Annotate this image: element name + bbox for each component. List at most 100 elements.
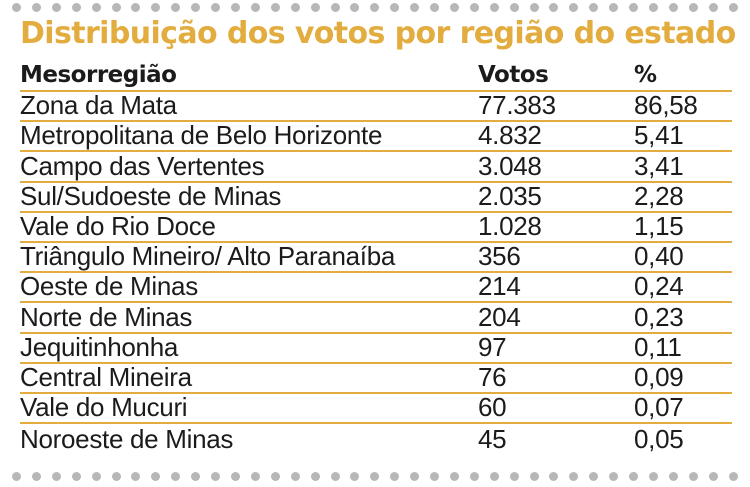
border-dot [489, 471, 499, 481]
border-dot [708, 2, 718, 12]
infographic-title: Distribuição dos votos por região do est… [20, 16, 736, 51]
table-row: Noroeste de Minas 45 0,05 [20, 424, 732, 454]
percent-cell: 2,28 [634, 180, 684, 211]
bottom-dotted-border [12, 469, 738, 483]
percent-cell: 0,09 [634, 361, 684, 392]
table-row: Triângulo Mineiro/ Alto Paranaíba 356 0,40 [20, 241, 732, 274]
percent-cell: 0,23 [634, 301, 684, 332]
border-dot [230, 2, 240, 12]
percent-cell: 1,15 [634, 210, 684, 241]
header-mesorregiao: Mesorregião [20, 62, 177, 88]
border-dot [390, 2, 400, 12]
votes-cell: 356 [478, 241, 521, 272]
border-dot [131, 471, 141, 481]
border-dot [71, 2, 81, 12]
border-dot [589, 471, 599, 481]
border-dot [668, 2, 678, 12]
table-row: Jequitinhonha 97 0,11 [20, 331, 732, 364]
border-dot [290, 2, 300, 12]
votes-cell: 97 [478, 331, 507, 362]
border-dot [569, 2, 579, 12]
border-dot [549, 471, 559, 481]
votes-table: Mesorregião Votos % Zona da Mata 77.383 86… [20, 62, 732, 454]
border-dot [430, 2, 440, 12]
border-dot [250, 471, 260, 481]
border-dot [469, 2, 479, 12]
votes-cell: 60 [478, 392, 507, 423]
border-dot [12, 471, 21, 481]
border-dot [569, 471, 579, 481]
border-dot [211, 2, 221, 12]
border-dot [449, 2, 459, 12]
region-name-cell: Noroeste de Minas [20, 424, 234, 455]
border-dot [91, 471, 101, 481]
border-dot [410, 2, 420, 12]
table-row: Campo das Vertentes 3.048 3,41 [20, 150, 732, 183]
border-dot [111, 471, 121, 481]
border-dot [71, 471, 81, 481]
top-dotted-border [12, 0, 738, 14]
percent-cell: 86,58 [634, 90, 698, 121]
region-name-cell: Metropolitana de Belo Horizonte [20, 120, 383, 151]
border-dot [509, 471, 519, 481]
border-dot [509, 2, 519, 12]
border-dot [310, 2, 320, 12]
border-dot [31, 471, 41, 481]
votes-cell: 77.383 [478, 90, 556, 121]
header-percent: % [634, 62, 657, 88]
table-row: Norte de Minas 204 0,23 [20, 301, 732, 334]
region-name-cell: Norte de Minas [20, 301, 193, 332]
border-dot [609, 471, 619, 481]
border-dot [529, 2, 539, 12]
border-dot [449, 471, 459, 481]
table-row: Metropolitana de Belo Horizonte 4.832 5,41 [20, 120, 732, 153]
border-dot [370, 471, 380, 481]
border-dot [12, 2, 21, 12]
border-dot [151, 2, 161, 12]
border-dot [31, 2, 41, 12]
table-row: Oeste de Minas 214 0,24 [20, 271, 732, 304]
border-dot [270, 2, 280, 12]
border-dot [51, 471, 61, 481]
region-name-cell: Campo das Vertentes [20, 150, 265, 181]
percent-cell: 0,05 [634, 424, 684, 455]
votes-cell: 1.028 [478, 210, 542, 241]
percent-cell: 0,07 [634, 392, 684, 423]
table-row: Vale do Rio Doce 1.028 1,15 [20, 210, 732, 243]
votes-cell: 204 [478, 301, 521, 332]
votes-cell: 214 [478, 271, 521, 302]
table-row: Sul/Sudoeste de Minas 2.035 2,28 [20, 180, 732, 213]
border-dot [688, 471, 698, 481]
border-dot [151, 471, 161, 481]
border-dot [250, 2, 260, 12]
percent-cell: 0,11 [634, 331, 682, 362]
table-header-row: Mesorregião Votos % [20, 62, 732, 92]
border-dot [330, 471, 340, 481]
border-dot [131, 2, 141, 12]
border-dot [270, 471, 280, 481]
border-dot [350, 2, 360, 12]
border-dot [171, 2, 181, 12]
border-dot [529, 471, 539, 481]
region-name-cell: Oeste de Minas [20, 271, 198, 302]
votes-cell: 2.035 [478, 180, 542, 211]
percent-cell: 5,41 [634, 120, 684, 151]
percent-cell: 3,41 [634, 150, 684, 181]
border-dot [330, 2, 340, 12]
border-dot [649, 2, 658, 12]
region-name-cell: Sul/Sudoeste de Minas [20, 180, 282, 211]
border-dot [310, 471, 320, 481]
region-name-cell: Vale do Rio Doce [20, 210, 216, 241]
votes-cell: 45 [478, 424, 507, 455]
border-dot [390, 471, 400, 481]
table-row: Zona da Mata 77.383 86,58 [20, 90, 732, 123]
percent-cell: 0,24 [634, 271, 684, 302]
border-dot [171, 471, 181, 481]
border-dot [410, 471, 420, 481]
table-row: Vale do Mucuri 60 0,07 [20, 392, 732, 425]
border-dot [629, 471, 639, 481]
border-dot [728, 471, 738, 481]
border-dot [51, 2, 61, 12]
border-dot [370, 2, 380, 12]
votes-cell: 76 [478, 361, 507, 392]
